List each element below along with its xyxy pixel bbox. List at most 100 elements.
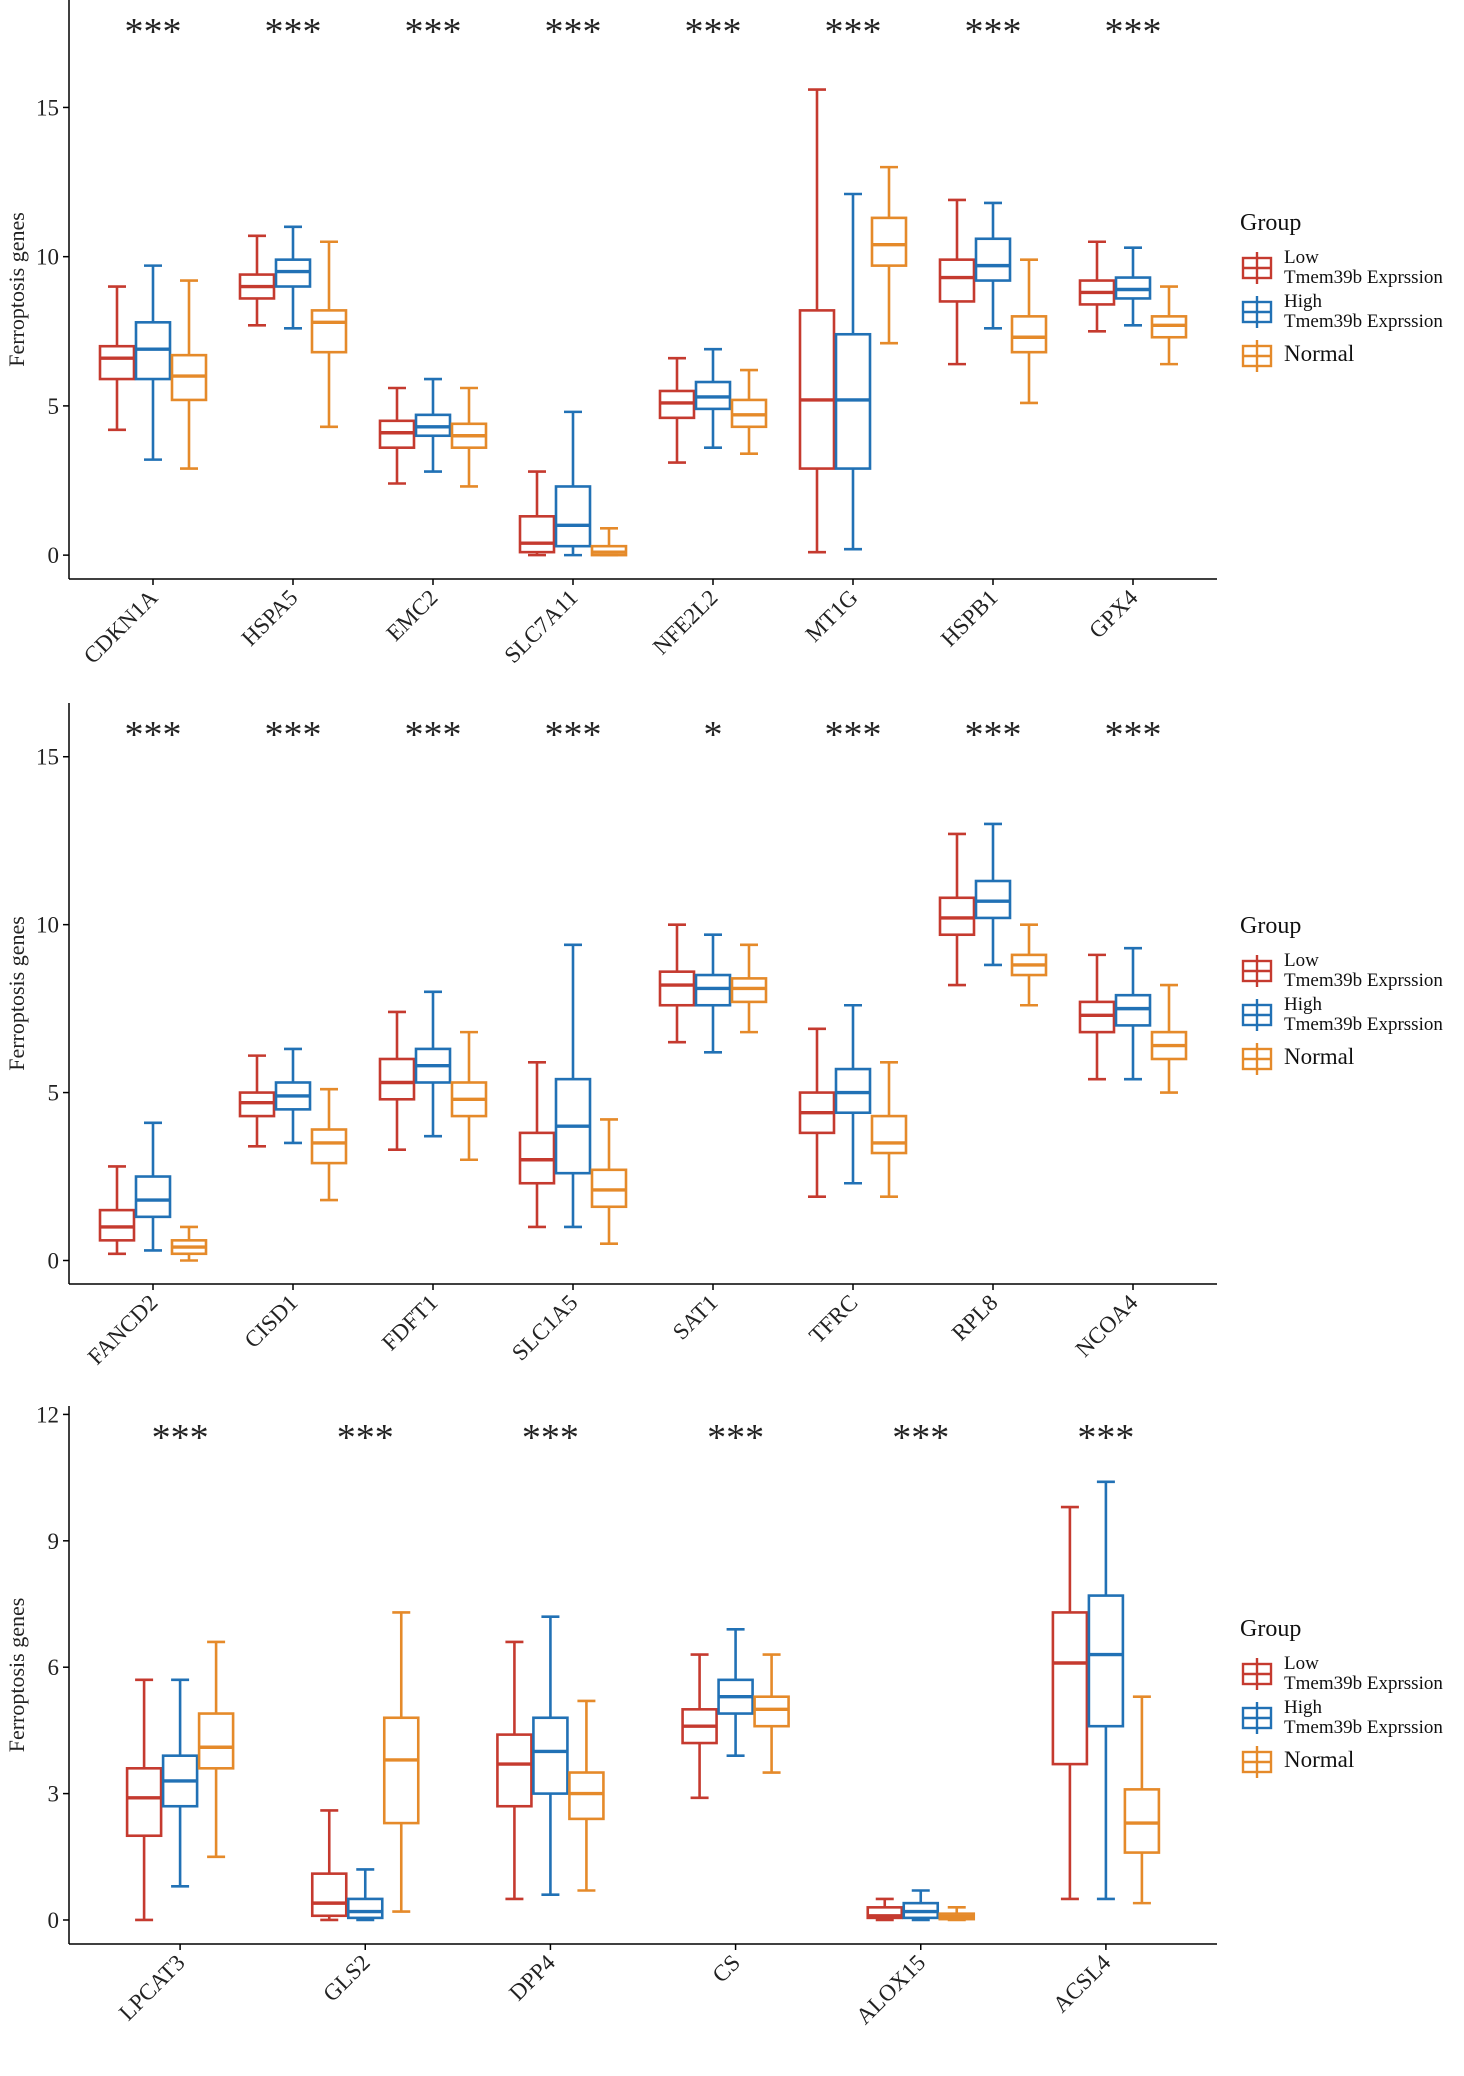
- legend-label: High Tmem39b Exprssion: [1284, 994, 1443, 1035]
- x-tick-label: ACSL4: [1048, 1950, 1116, 2018]
- significance: ***: [125, 11, 182, 53]
- box: [310, 1872, 348, 1918]
- box: [125, 1767, 163, 1838]
- box: [496, 1733, 533, 1808]
- box: [1051, 1611, 1089, 1766]
- box: [974, 237, 1012, 282]
- legend-label: Normal: [1284, 1747, 1355, 1772]
- x-tick-label: DPP4: [504, 1950, 560, 2006]
- box: [1010, 315, 1048, 354]
- box: [310, 309, 348, 354]
- box: [382, 1716, 420, 1825]
- significance: ***: [965, 11, 1022, 53]
- x-tick-label: TFRC: [804, 1290, 862, 1348]
- y-tick-label: 15: [36, 95, 59, 120]
- y-tick-label: 0: [48, 1248, 60, 1273]
- x-tick-label: HSPB1: [936, 585, 1003, 652]
- significance: ***: [405, 11, 462, 53]
- y-axis-label: Ferroptosis genes: [4, 212, 29, 367]
- x-tick-label: RPL8: [947, 1290, 1003, 1346]
- x-tick-label: GPX4: [1084, 585, 1143, 644]
- significance: ***: [545, 714, 602, 756]
- significance: ***: [1105, 714, 1162, 756]
- significance: ***: [1105, 11, 1162, 53]
- y-tick-label: 12: [36, 1402, 59, 1427]
- y-axis-label: Ferroptosis genes: [4, 1598, 29, 1753]
- significance: ***: [965, 714, 1022, 756]
- legend-title: Group: [1240, 913, 1302, 939]
- y-tick-label: 0: [48, 543, 60, 568]
- x-tick-label: SLC7A11: [499, 585, 582, 668]
- y-tick-label: 3: [48, 1782, 60, 1807]
- y-tick-label: 10: [36, 245, 59, 270]
- significance: ***: [152, 1417, 209, 1459]
- x-tick-label: MT1G: [801, 585, 863, 647]
- box: [938, 258, 976, 303]
- box: [98, 344, 136, 381]
- box: [753, 1695, 790, 1728]
- x-tick-label: ALOX15: [851, 1950, 930, 2029]
- x-tick-label: FDFT1: [377, 1290, 443, 1356]
- x-tick-label: CISD1: [240, 1290, 303, 1353]
- y-tick-label: 10: [36, 913, 59, 938]
- x-tick-label: SLC1A5: [507, 1290, 583, 1366]
- x-tick-label: SAT1: [668, 1290, 723, 1345]
- y-tick-label: 6: [48, 1655, 60, 1680]
- box: [310, 1128, 348, 1165]
- x-tick-label: EMC2: [381, 585, 442, 646]
- box: [197, 1712, 235, 1770]
- x-tick-label: NFE2L2: [648, 585, 723, 660]
- box: [346, 1897, 384, 1920]
- significance: ***: [522, 1417, 579, 1459]
- significance: ***: [685, 11, 742, 53]
- significance: ***: [545, 11, 602, 53]
- x-tick-label: LPCAT3: [114, 1950, 190, 2026]
- box: [870, 216, 908, 267]
- box: [1123, 1788, 1161, 1854]
- significance: ***: [825, 714, 882, 756]
- x-tick-label: CDKN1A: [79, 585, 163, 669]
- y-tick-label: 5: [48, 394, 60, 419]
- significance: ***: [892, 1417, 949, 1459]
- legend-label: High Tmem39b Exprssion: [1284, 1697, 1443, 1738]
- significance: ***: [1077, 1417, 1134, 1459]
- x-tick-label: NCOA4: [1071, 1290, 1143, 1362]
- x-tick-label: HSPA5: [237, 585, 303, 651]
- significance: ***: [265, 11, 322, 53]
- y-tick-label: 9: [48, 1529, 60, 1554]
- box: [568, 1771, 605, 1821]
- legend-label: Normal: [1284, 341, 1355, 366]
- y-axis-label: Ferroptosis genes: [4, 916, 29, 1071]
- y-tick-label: 0: [48, 1908, 60, 1933]
- significance: ***: [405, 714, 462, 756]
- legend-label: Low Tmem39b Exprssion: [1284, 1653, 1443, 1694]
- x-tick-label: FANCD2: [83, 1290, 163, 1370]
- box: [870, 1114, 908, 1155]
- box: [378, 1057, 416, 1101]
- box: [532, 1716, 569, 1795]
- significance: ***: [265, 714, 322, 756]
- legend-label: Normal: [1284, 1044, 1355, 1069]
- x-tick-label: CS: [708, 1950, 746, 1988]
- box: [554, 485, 592, 548]
- legend-title: Group: [1240, 210, 1302, 236]
- significance: ***: [707, 1417, 764, 1459]
- significance: ***: [825, 11, 882, 53]
- significance: *: [704, 714, 723, 756]
- significance: ***: [125, 714, 182, 756]
- legend-title: Group: [1240, 1616, 1302, 1642]
- y-tick-label: 15: [36, 745, 59, 770]
- legend-label: High Tmem39b Exprssion: [1284, 291, 1443, 332]
- box: [134, 1175, 172, 1219]
- legend-label: Low Tmem39b Exprssion: [1284, 247, 1443, 288]
- box: [1087, 1594, 1125, 1728]
- box: [798, 309, 836, 470]
- significance: ***: [337, 1417, 394, 1459]
- box: [518, 515, 556, 554]
- y-tick-label: 5: [48, 1081, 60, 1106]
- x-tick-label: GLS2: [318, 1950, 375, 2007]
- legend-label: Low Tmem39b Exprssion: [1284, 950, 1443, 991]
- box: [866, 1906, 904, 1920]
